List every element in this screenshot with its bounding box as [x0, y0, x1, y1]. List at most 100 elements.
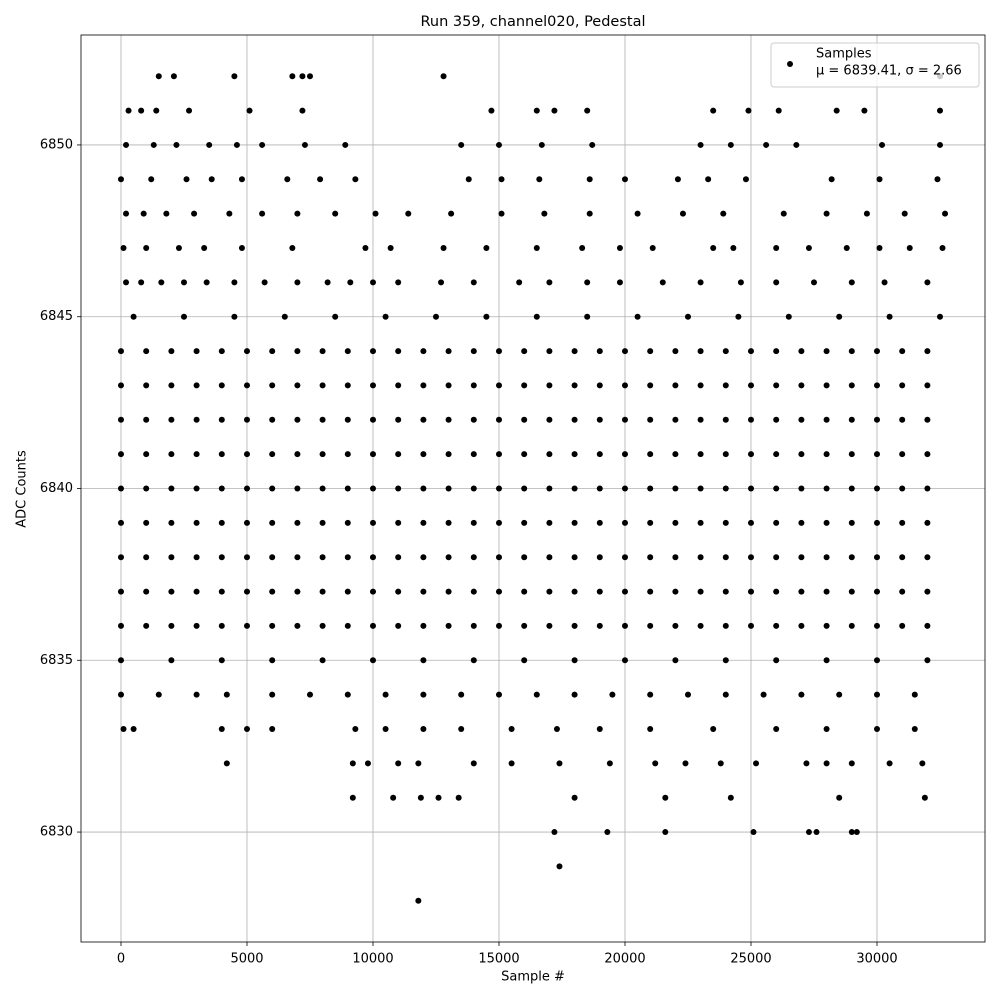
point — [281, 313, 288, 320]
point — [873, 725, 880, 732]
point — [742, 176, 749, 183]
point — [117, 348, 124, 355]
point — [672, 554, 679, 561]
point — [168, 451, 175, 458]
point — [170, 73, 177, 80]
point — [289, 73, 296, 80]
point — [420, 588, 427, 595]
point — [319, 554, 326, 561]
point — [382, 725, 389, 732]
point — [745, 107, 752, 114]
point — [571, 519, 578, 526]
x-tick-label: 10000 — [352, 952, 393, 967]
point — [551, 107, 558, 114]
point — [306, 691, 313, 698]
point — [616, 279, 623, 286]
point — [138, 107, 145, 114]
point — [498, 210, 505, 217]
point — [649, 245, 656, 252]
point — [873, 519, 880, 526]
point — [319, 519, 326, 526]
point — [848, 588, 855, 595]
point — [521, 554, 528, 561]
point — [148, 176, 155, 183]
point — [483, 245, 490, 252]
y-tick-label: 6845 — [40, 309, 73, 324]
point — [747, 416, 754, 423]
point — [899, 416, 906, 423]
point — [546, 519, 553, 526]
point — [798, 691, 805, 698]
point — [243, 382, 250, 389]
point — [584, 279, 591, 286]
point — [193, 519, 200, 526]
point — [218, 348, 225, 355]
point — [269, 657, 276, 664]
point — [798, 588, 805, 595]
legend: Samples μ = 6839.41, σ = 2.66 — [770, 42, 980, 88]
point — [533, 691, 540, 698]
point — [584, 107, 591, 114]
x-tick-label: 5000 — [230, 952, 263, 967]
point — [823, 348, 830, 355]
point — [634, 210, 641, 217]
point — [143, 519, 150, 526]
point — [647, 451, 654, 458]
point — [284, 176, 291, 183]
point — [672, 485, 679, 492]
point — [873, 657, 880, 664]
point — [727, 794, 734, 801]
point — [536, 176, 543, 183]
point — [223, 691, 230, 698]
point — [924, 451, 931, 458]
point — [873, 485, 880, 492]
point — [760, 691, 767, 698]
point — [465, 176, 472, 183]
chart-title: Run 359, channel020, Pedestal — [420, 14, 645, 30]
point — [924, 519, 931, 526]
point — [722, 416, 729, 423]
point — [747, 348, 754, 355]
point — [123, 141, 130, 148]
point — [294, 622, 301, 629]
point — [899, 519, 906, 526]
point — [828, 176, 835, 183]
point — [420, 382, 427, 389]
point — [470, 657, 477, 664]
point — [344, 451, 351, 458]
point — [848, 382, 855, 389]
point — [773, 382, 780, 389]
point — [579, 245, 586, 252]
point — [495, 382, 502, 389]
point — [168, 657, 175, 664]
point — [924, 279, 931, 286]
point — [294, 554, 301, 561]
point — [438, 279, 445, 286]
point — [243, 348, 250, 355]
point — [785, 313, 792, 320]
point — [125, 107, 132, 114]
point — [621, 657, 628, 664]
point — [773, 519, 780, 526]
point — [168, 622, 175, 629]
point — [873, 554, 880, 561]
point — [168, 348, 175, 355]
point — [763, 141, 770, 148]
point — [596, 348, 603, 355]
point — [495, 554, 502, 561]
point — [269, 588, 276, 595]
point — [798, 485, 805, 492]
point — [470, 279, 477, 286]
point — [183, 176, 190, 183]
point — [395, 416, 402, 423]
point — [382, 313, 389, 320]
point — [823, 588, 830, 595]
point — [848, 519, 855, 526]
point — [899, 485, 906, 492]
point — [823, 382, 830, 389]
point — [143, 382, 150, 389]
point — [206, 141, 213, 148]
point — [352, 725, 359, 732]
point — [737, 279, 744, 286]
